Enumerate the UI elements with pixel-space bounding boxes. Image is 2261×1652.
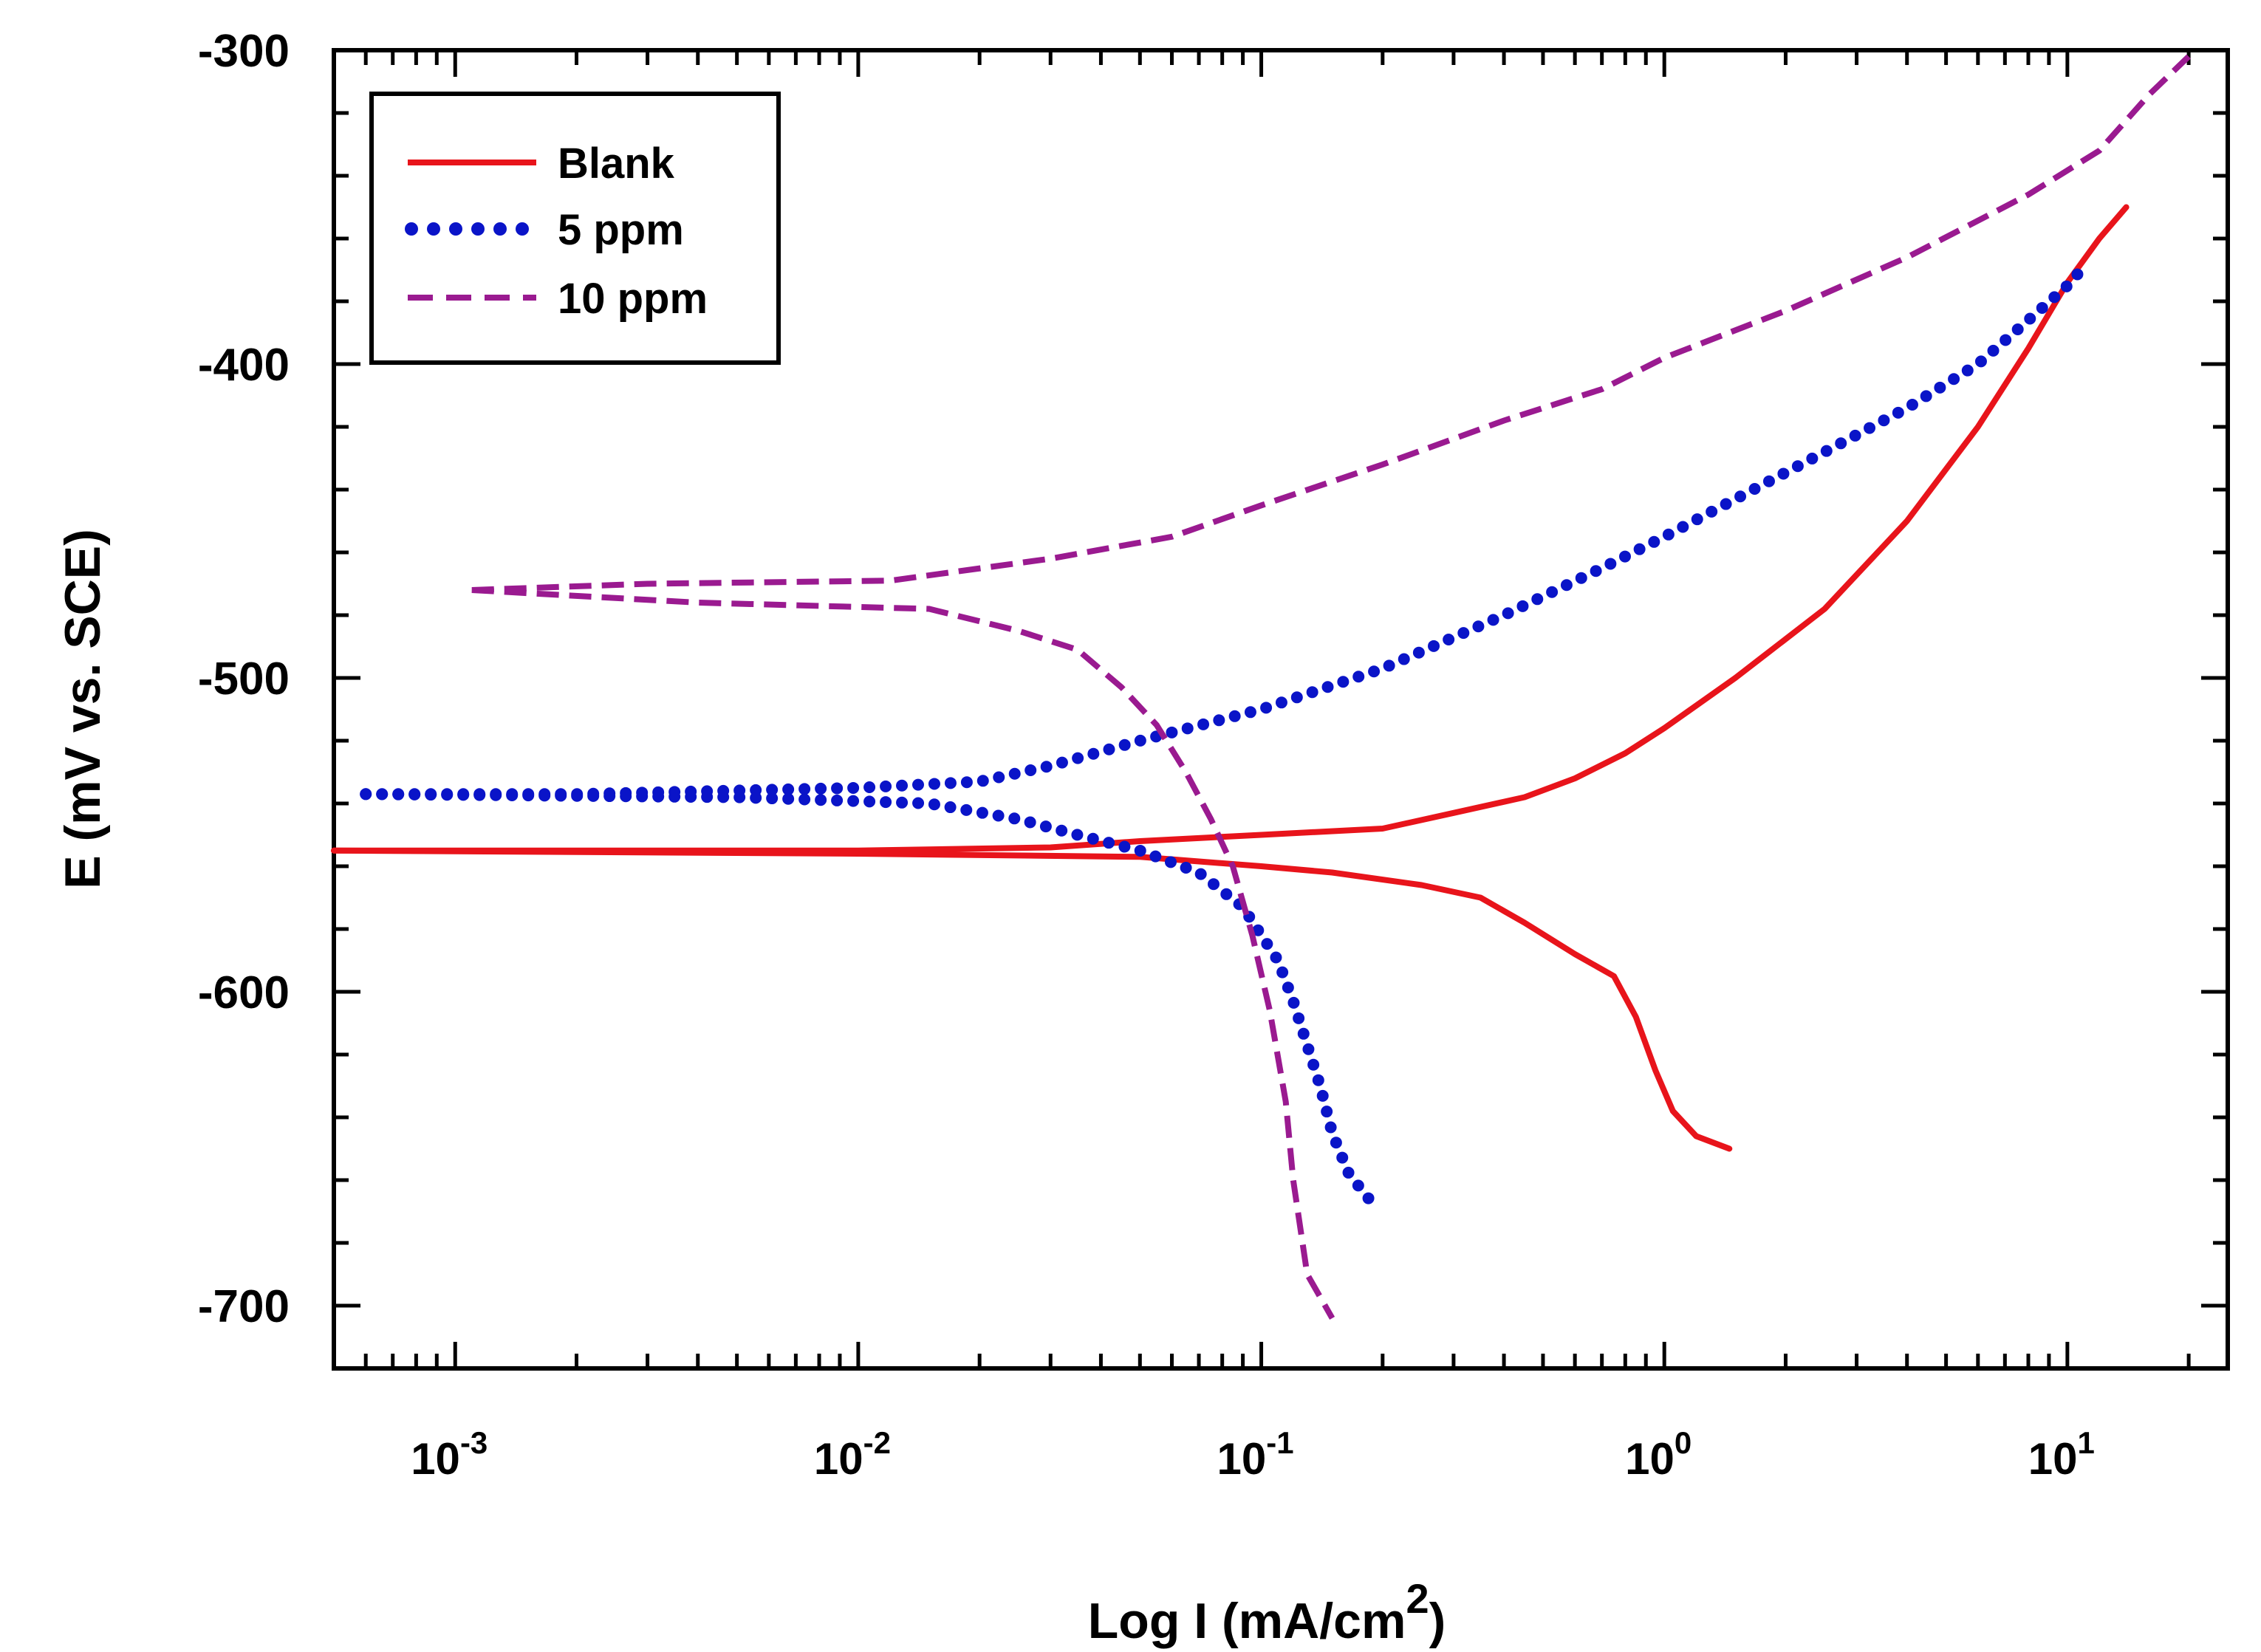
y-tick-label: -600 — [198, 967, 290, 1018]
series-10ppm-cathodic — [471, 587, 1335, 1320]
y-tick-labels: -300 -400 -500 -600 -700 — [198, 26, 290, 1332]
legend: Blank 5 ppm 10 ppm — [369, 92, 781, 365]
legend-label-blank: Blank — [558, 140, 675, 188]
x-tick-label: 100 — [1625, 1425, 1692, 1484]
x-tick-label: 10-2 — [814, 1425, 891, 1484]
series-layer — [331, 54, 2191, 1320]
y-tick-label: -500 — [198, 654, 290, 705]
y-tick-label: -300 — [198, 26, 290, 77]
legend-label-5ppm: 5 ppm — [558, 206, 684, 254]
x-tick-label: 101 — [2028, 1425, 2095, 1484]
series-10ppm-anodic — [471, 54, 2191, 593]
x-axis-title: Log I (mA/cm2) — [1088, 1575, 1446, 1649]
legend-label-10ppm: 10 ppm — [558, 275, 708, 323]
plot-area — [332, 48, 2230, 1371]
series-blank-cathodic — [331, 847, 1733, 1152]
y-tick-label: -700 — [198, 1281, 290, 1332]
y-axis-title: E (mV vs. SCE) — [55, 529, 111, 889]
x-axis-title-close: ) — [1429, 1593, 1446, 1649]
x-tick-label: 10-1 — [1217, 1425, 1294, 1484]
axis-ticks — [332, 48, 2228, 1368]
y-tick-label: -400 — [198, 340, 290, 391]
x-tick-label: 10-3 — [411, 1425, 488, 1484]
series-blank-anodic — [331, 204, 2130, 854]
x-axis-title-sup: 2 — [1406, 1575, 1429, 1622]
x-tick-labels: 10-3 10-2 10-1 100 101 — [411, 1425, 2095, 1484]
x-axis-title-main: Log I (mA/cm — [1088, 1593, 1406, 1649]
series-5ppm-anodic — [360, 261, 2090, 801]
